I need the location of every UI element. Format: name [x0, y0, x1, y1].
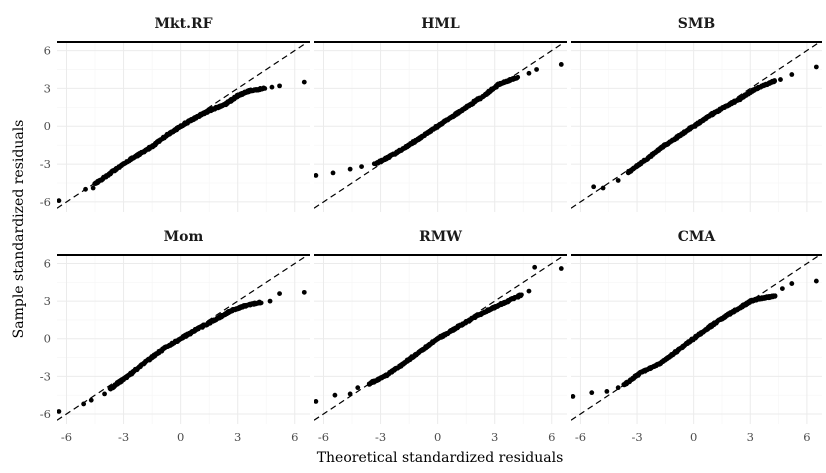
facet-title: Mom	[164, 229, 204, 245]
y-tick-label: -3	[40, 157, 51, 171]
tail-point	[778, 77, 783, 82]
y-tick-label: -3	[40, 369, 51, 383]
x-tick-label: -3	[631, 430, 642, 444]
sample-point	[258, 300, 264, 306]
sample-point	[772, 78, 777, 83]
x-tick-label: -6	[61, 430, 72, 444]
y-tick-label: 0	[44, 119, 51, 133]
tail-point	[269, 84, 275, 90]
tail-point	[314, 399, 319, 404]
sample-point	[515, 74, 521, 80]
x-tick-label: 6	[291, 430, 298, 444]
tail-point	[589, 390, 595, 396]
y-tick-label: 6	[44, 257, 51, 271]
tail-point	[81, 401, 87, 407]
facet-smb: SMB	[571, 16, 822, 212]
tail-point	[534, 67, 539, 72]
y-tick-label: 6	[44, 44, 51, 58]
sample-point	[262, 86, 268, 91]
tail-point	[532, 264, 538, 270]
x-tick-label: 3	[747, 430, 754, 444]
facet-title: SMB	[678, 16, 716, 32]
x-tick-label: 3	[491, 430, 498, 444]
facet-rmw: RMW -6 -3 0 3 6	[314, 229, 567, 444]
tail-point	[277, 291, 282, 297]
tail-point	[90, 185, 96, 191]
y-tick-label: -6	[40, 407, 51, 421]
x-tick-label: 6	[548, 430, 555, 444]
tail-point	[526, 70, 532, 76]
tail-point	[83, 186, 88, 192]
x-tick-label: -6	[575, 430, 586, 444]
tail-point	[779, 286, 785, 291]
tail-point	[330, 170, 336, 176]
tail-point	[57, 409, 62, 414]
facet-grid: Mkt.RF -6 -3 0 3 6 HML SMB Mom -6 -3 0 3 6 -6 -3 0 3 6 RMW -…	[40, 16, 822, 444]
facet-mom: Mom -6 -3 0 3 6 -6 -3 0 3 6	[40, 229, 310, 444]
sample-point	[772, 293, 778, 299]
facet-title: HML	[421, 16, 460, 32]
tail-point	[301, 79, 307, 85]
facet-cma: CMA -6 -3 0 3 6	[571, 229, 822, 444]
tail-point	[332, 392, 338, 398]
tail-point	[789, 72, 795, 77]
tail-point	[347, 166, 353, 172]
tail-point	[102, 391, 107, 397]
tail-point	[88, 397, 94, 403]
x-tick-label: 6	[803, 430, 810, 444]
tail-point	[558, 266, 564, 271]
tail-point	[558, 62, 564, 67]
x-tick-label: -3	[375, 430, 386, 444]
facet-title: RMW	[419, 229, 462, 245]
facet-mkt-rf: Mkt.RF -6 -3 0 3 6	[40, 16, 310, 212]
x-tick-label: 0	[177, 430, 184, 444]
tail-point	[600, 185, 606, 191]
facet-title: Mkt.RF	[154, 16, 212, 32]
tail-point	[267, 298, 273, 304]
facet-hml: HML	[314, 16, 567, 212]
sample-point	[519, 292, 524, 298]
x-tick-label: 3	[234, 430, 241, 444]
facet-title: CMA	[678, 229, 717, 245]
tail-point	[615, 385, 621, 391]
tail-point	[355, 385, 361, 391]
tail-point	[813, 278, 819, 284]
tail-point	[571, 394, 576, 399]
tail-point	[277, 83, 282, 89]
x-tick-label: 0	[690, 430, 697, 444]
tail-point	[591, 184, 597, 190]
x-tick-label: -6	[318, 430, 329, 444]
x-tick-label: 0	[434, 430, 441, 444]
y-tick-label: -6	[40, 195, 51, 209]
y-tick-label: 3	[44, 81, 51, 95]
tail-point	[615, 178, 621, 183]
x-axis-title: Theoretical standardized residuals	[317, 450, 564, 466]
tail-point	[57, 198, 62, 204]
tail-point	[359, 164, 364, 169]
tail-point	[314, 173, 319, 178]
tail-point	[789, 281, 795, 286]
tail-point	[105, 173, 111, 178]
y-tick-label: 0	[44, 332, 51, 346]
tail-point	[301, 289, 307, 295]
y-axis-title: Sample standardized residuals	[11, 120, 27, 339]
tail-point	[604, 389, 610, 394]
tail-point	[347, 391, 353, 397]
x-tick-label: -3	[118, 430, 129, 444]
tail-point	[813, 64, 819, 70]
tail-point	[526, 288, 532, 294]
y-tick-label: 3	[44, 294, 51, 308]
